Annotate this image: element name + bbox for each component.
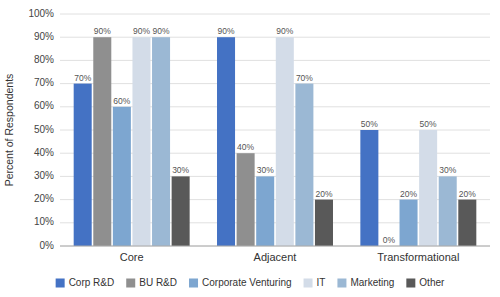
legend-swatch xyxy=(304,279,313,288)
y-tick-label: 60% xyxy=(34,100,54,111)
data-label: 20% xyxy=(315,189,332,199)
x-axis-line xyxy=(60,246,490,247)
data-label: 50% xyxy=(361,119,378,129)
y-tick-label: 90% xyxy=(34,31,54,42)
x-tick-label: Adjacent xyxy=(254,251,297,263)
y-tick-label: 0% xyxy=(40,240,55,251)
data-label: 60% xyxy=(113,96,130,106)
data-label: 50% xyxy=(420,119,437,129)
legend-swatch xyxy=(56,279,65,288)
bars xyxy=(74,37,477,246)
chart: 0% 10% 20% 30% 40% 50% 60% 70% 80% 90% 100% Percent… xyxy=(0,0,500,297)
bar xyxy=(74,84,92,246)
grid-line xyxy=(60,60,490,61)
y-tick-label: 40% xyxy=(34,147,54,158)
grid-line xyxy=(60,246,490,247)
bar xyxy=(256,176,274,246)
data-label: 90% xyxy=(153,26,170,36)
data-label: 20% xyxy=(459,189,476,199)
bar xyxy=(439,176,457,246)
legend-label: Corp R&D xyxy=(69,277,115,288)
y-axis-label: Percent of Respondents xyxy=(3,74,15,187)
y-tick-label: 20% xyxy=(34,193,54,204)
legend-swatch xyxy=(126,279,135,288)
bar xyxy=(419,130,437,246)
data-label: 30% xyxy=(439,165,456,175)
legend-swatch xyxy=(189,279,198,288)
bar xyxy=(172,176,190,246)
y-tick-label: 30% xyxy=(34,170,54,181)
grid-line xyxy=(60,83,490,84)
bar xyxy=(276,37,294,246)
data-label: 30% xyxy=(257,165,274,175)
legend-label: Marketing xyxy=(350,277,394,288)
legend-label: BU R&D xyxy=(139,277,177,288)
grid-line xyxy=(60,14,490,15)
bar xyxy=(400,200,418,246)
grid-line xyxy=(60,37,490,38)
bar xyxy=(295,84,313,246)
grid xyxy=(60,14,490,246)
data-label: 40% xyxy=(237,142,254,152)
data-label: 90% xyxy=(133,26,150,36)
data-label: 70% xyxy=(74,73,91,83)
y-tick-label: 80% xyxy=(34,54,54,65)
data-label: 90% xyxy=(94,26,111,36)
data-label: 90% xyxy=(276,26,293,36)
bar xyxy=(237,153,255,246)
data-label: 30% xyxy=(172,165,189,175)
y-tick-label: 70% xyxy=(34,77,54,88)
data-labels: 70%90%50%90%40%0%60%30%20%90%90%50%90%70… xyxy=(74,26,476,245)
legend-label: IT xyxy=(317,277,326,288)
y-tick-label: 10% xyxy=(34,216,54,227)
x-tick-label: Core xyxy=(120,251,144,263)
data-label: 90% xyxy=(218,26,235,36)
y-tick-label: 50% xyxy=(34,124,54,135)
x-tick-label: Transformational xyxy=(377,251,459,263)
legend-label: Other xyxy=(419,277,445,288)
legend-label: Corporate Venturing xyxy=(202,277,292,288)
bar xyxy=(152,37,170,246)
data-label: 70% xyxy=(296,73,313,83)
y-tick-label: 100% xyxy=(28,8,54,19)
legend-swatch xyxy=(406,279,415,288)
legend: Corp R&D BU R&D Corporate Venturing IT Marke… xyxy=(56,277,445,288)
bar xyxy=(315,200,333,246)
bar xyxy=(217,37,235,246)
bar xyxy=(113,107,131,246)
data-label: 20% xyxy=(400,189,417,199)
bar xyxy=(360,130,378,246)
bar xyxy=(132,37,150,246)
bar xyxy=(93,37,111,246)
legend-swatch xyxy=(337,279,346,288)
data-label: 0% xyxy=(383,235,396,245)
bar xyxy=(458,200,476,246)
